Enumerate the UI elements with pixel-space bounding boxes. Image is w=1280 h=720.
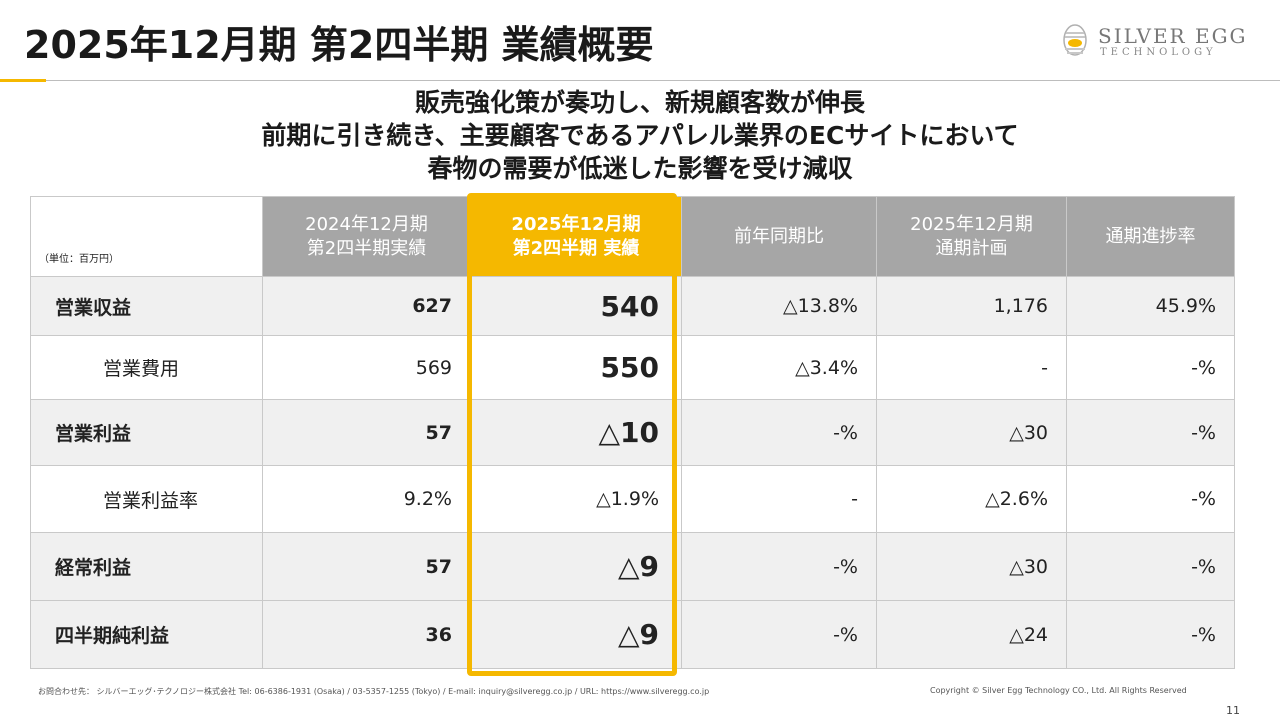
unit-label: （単位：百万円） — [39, 254, 119, 265]
footer-copyright: Copyright © Silver Egg Technology CO., L… — [930, 686, 1187, 695]
cell-current: △9 — [470, 600, 682, 669]
table-row: 営業利益 57 △10 -% △30 -% — [30, 399, 1235, 466]
egg-logo-icon — [1063, 24, 1087, 56]
header-progress: 通期進捗率 — [1066, 196, 1235, 277]
cell-yoy: -% — [681, 600, 877, 669]
footer-contact: お問合わせ先： シルバーエッグ･テクノロジー株式会社 Tel: 06-6386-… — [38, 687, 710, 696]
cell-progress: -% — [1066, 335, 1235, 400]
header-current: 2025年12月期 第2四半期 実績 — [470, 196, 682, 277]
cell-plan: △30 — [876, 399, 1067, 466]
cell-prev: 57 — [262, 399, 471, 466]
cell-plan: △2.6% — [876, 465, 1067, 533]
page-number: 11 — [1226, 704, 1240, 717]
cell-current: △10 — [470, 399, 682, 466]
header-prev-line-1: 2024年12月期 — [305, 213, 428, 235]
logo-wordmark: SILVER EGG — [1098, 24, 1248, 48]
logo-subtitle: TECHNOLOGY — [1100, 47, 1217, 58]
cell-current: △1.9% — [470, 465, 682, 533]
cell-progress: -% — [1066, 600, 1235, 669]
cell-prev: 57 — [262, 532, 471, 601]
cell-yoy: △13.8% — [681, 276, 877, 336]
row-label: 四半期純利益 — [30, 600, 263, 669]
cell-prev: 627 — [262, 276, 471, 336]
cell-yoy: -% — [681, 532, 877, 601]
table-row: 営業費用 569 550 △3.4% - -% — [30, 335, 1235, 400]
cell-progress: -% — [1066, 465, 1235, 533]
cell-current: 550 — [470, 335, 682, 400]
header-prev: 2024年12月期 第2四半期実績 — [262, 196, 471, 277]
table-row: 四半期純利益 36 △9 -% △24 -% — [30, 600, 1235, 669]
cell-yoy: △3.4% — [681, 335, 877, 400]
header-plan: 2025年12月期 通期計画 — [876, 196, 1067, 277]
company-logo: SILVER EGG TECHNOLOGY — [1062, 22, 1262, 62]
headline-line-1: 販売強化策が奏功し、新規顧客数が伸長 — [414, 88, 865, 117]
table-row: 営業利益率 9.2% △1.9% - △2.6% -% — [30, 465, 1235, 533]
cell-prev: 36 — [262, 600, 471, 669]
header-prev-line-2: 第2四半期実績 — [306, 237, 427, 259]
cell-plan: △30 — [876, 532, 1067, 601]
headline-line-3: 春物の需要が低迷した影響を受け減収 — [427, 154, 853, 183]
cell-plan: - — [876, 335, 1067, 400]
header-yoy: 前年同期比 — [681, 196, 877, 277]
title-divider — [0, 80, 1280, 81]
cell-plan: 1,176 — [876, 276, 1067, 336]
title-accent-bar — [0, 79, 46, 82]
cell-prev: 9.2% — [262, 465, 471, 533]
row-label: 営業費用 — [30, 335, 263, 400]
headline: 販売強化策が奏功し、新規顧客数が伸長 前期に引き続き、主要顧客であるアパレル業界… — [0, 86, 1280, 185]
cell-progress: -% — [1066, 399, 1235, 466]
cell-plan: △24 — [876, 600, 1067, 669]
cell-current: 540 — [470, 276, 682, 336]
headline-line-2: 前期に引き続き、主要顧客であるアパレル業界のECサイトにおいて — [261, 121, 1019, 150]
row-label: 営業利益 — [30, 399, 263, 466]
row-label: 営業収益 — [30, 276, 263, 336]
results-table: （単位：百万円） 2024年12月期 第2四半期実績 2025年12月期 第2四… — [30, 196, 1235, 669]
table-row: 経常利益 57 △9 -% △30 -% — [30, 532, 1235, 601]
cell-progress: 45.9% — [1066, 276, 1235, 336]
cell-current: △9 — [470, 532, 682, 601]
cell-progress: -% — [1066, 532, 1235, 601]
table-header-row: （単位：百万円） 2024年12月期 第2四半期実績 2025年12月期 第2四… — [30, 196, 1235, 277]
row-label: 経常利益 — [30, 532, 263, 601]
table-row: 営業収益 627 540 △13.8% 1,176 45.9% — [30, 276, 1235, 336]
cell-yoy: - — [681, 465, 877, 533]
header-current-line-1: 2025年12月期 — [511, 213, 641, 235]
header-plan-line-1: 2025年12月期 — [910, 213, 1033, 235]
unit-header: （単位：百万円） — [30, 196, 263, 277]
header-current-line-2: 第2四半期 実績 — [512, 237, 640, 259]
row-label: 営業利益率 — [30, 465, 263, 533]
cell-prev: 569 — [262, 335, 471, 400]
cell-yoy: -% — [681, 399, 877, 466]
header-plan-line-2: 通期計画 — [935, 237, 1008, 259]
page-title: 2025年12月期 第2四半期 業績概要 — [24, 23, 654, 67]
